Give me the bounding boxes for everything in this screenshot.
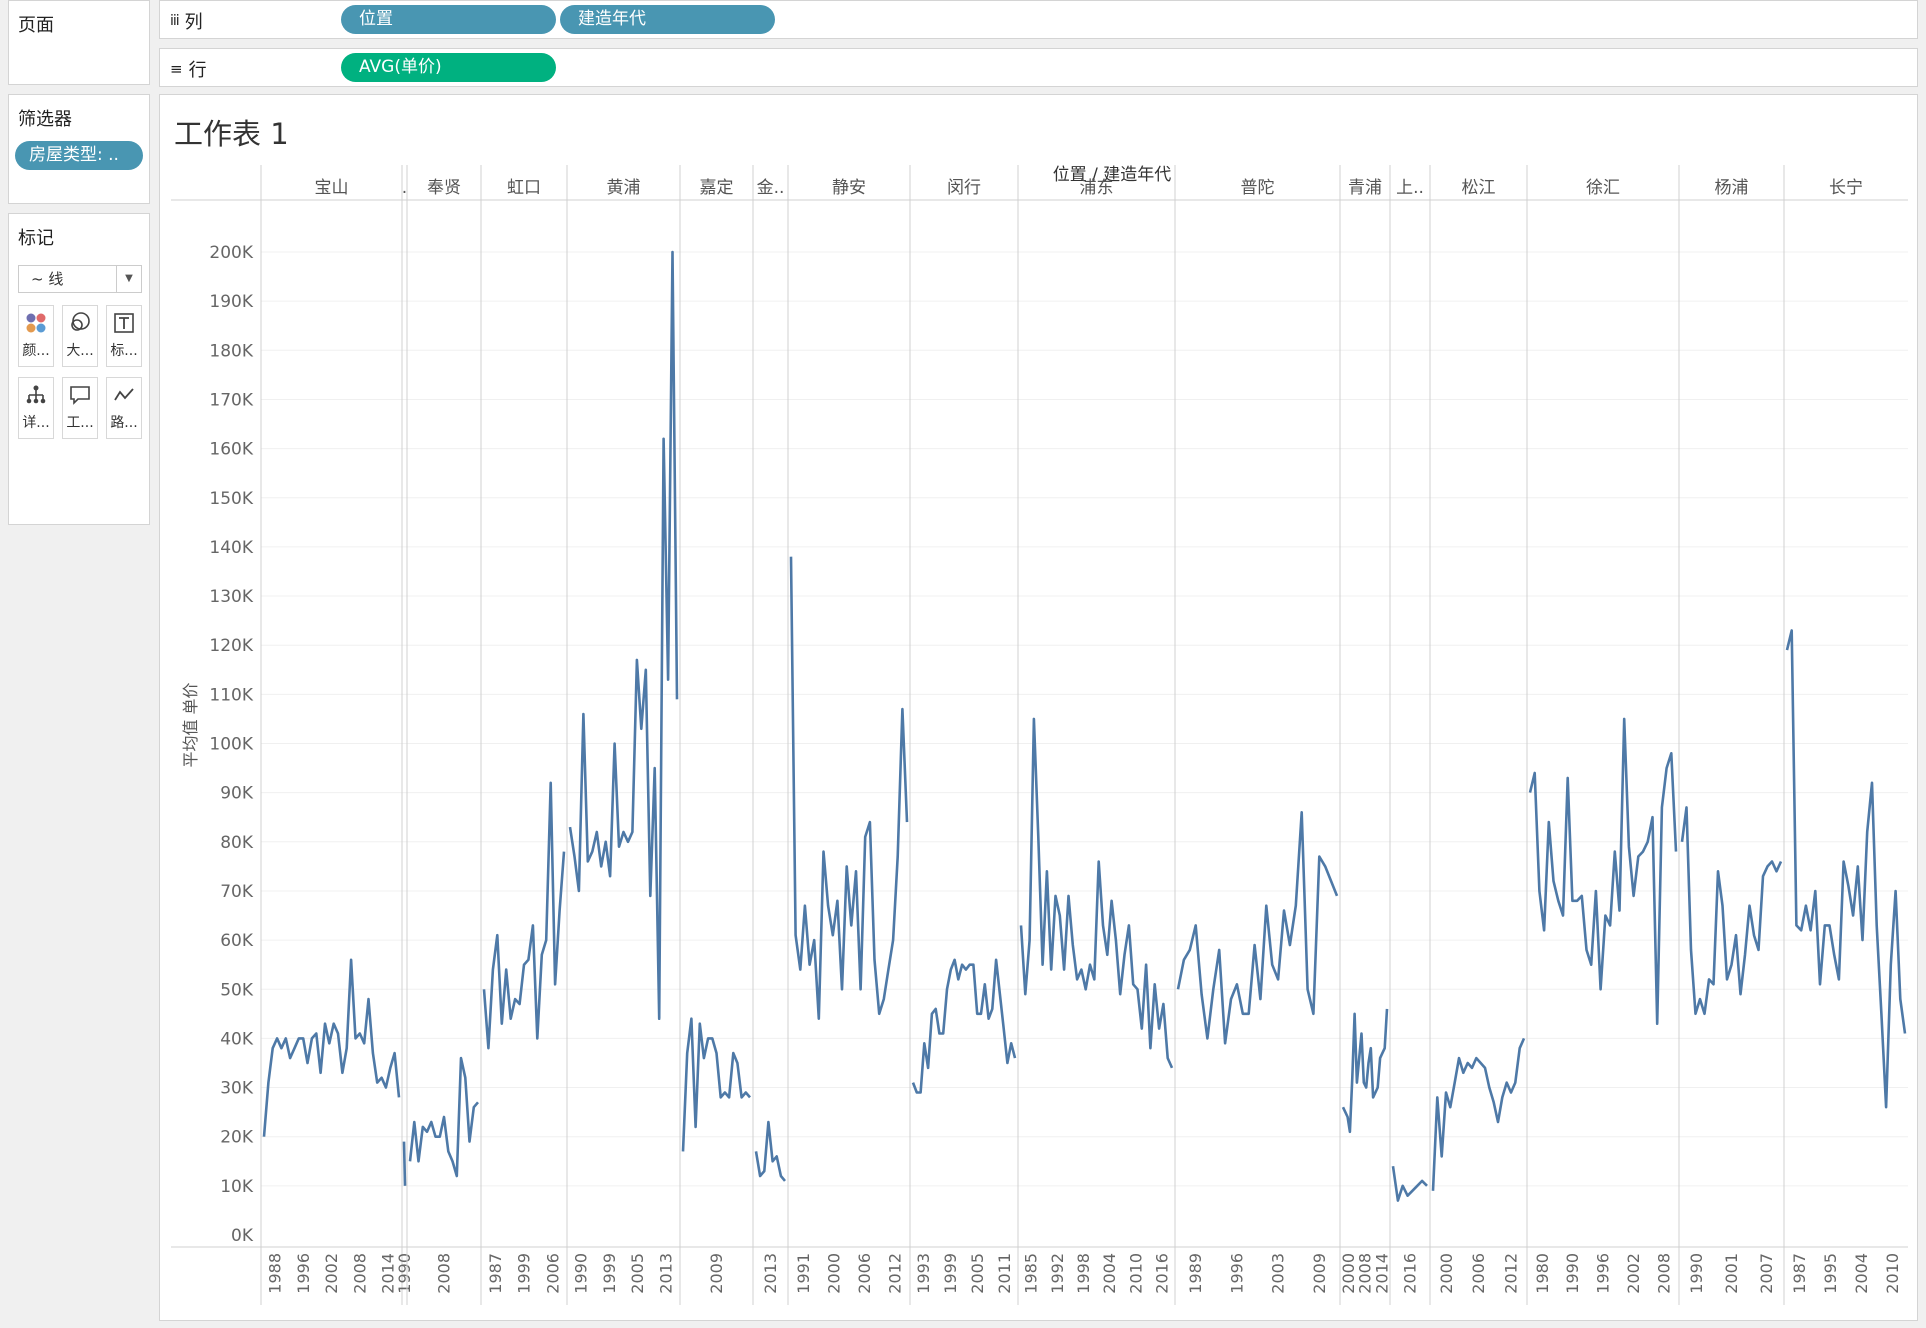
rows-icon: ≡ — [170, 60, 183, 78]
marks-title: 标记 — [18, 228, 54, 249]
mark-type-label: 线 — [48, 270, 64, 288]
detail-button[interactable]: 详... — [18, 377, 54, 439]
label-button-label: 标... — [110, 343, 138, 359]
line-mark-icon: ~ — [31, 270, 44, 288]
rows-shelf-text: 行 — [188, 60, 207, 81]
color-button-label: 颜... — [22, 343, 50, 359]
rows-shelf[interactable]: ≡ 行 AVG(单价) — [159, 48, 1918, 87]
column-pill-location[interactable]: 位置 — [341, 5, 556, 34]
worksheet-view: 工作表 1 — [159, 94, 1918, 1321]
column-pill-build-year[interactable]: 建造年代 — [560, 5, 775, 34]
columns-icon: iii — [170, 13, 180, 29]
path-button-label: 路... — [110, 415, 138, 431]
marks-panel: 标记 ~ 线 ▼ 颜... 大... 标... 详... 工... 路... — [8, 213, 150, 525]
mark-type-dropdown[interactable]: ~ 线 ▼ — [18, 265, 142, 293]
worksheet-title: 工作表 1 — [174, 117, 289, 151]
columns-shelf-label: iii 列 — [170, 8, 203, 34]
color-button[interactable]: 颜... — [18, 305, 54, 367]
path-button[interactable]: 路... — [106, 377, 142, 439]
filter-pill-house-type[interactable]: 房屋类型: .. — [15, 141, 143, 170]
path-icon — [114, 388, 134, 401]
size-button[interactable]: 大... — [62, 305, 98, 367]
text-icon — [114, 313, 134, 333]
tooltip-button[interactable]: 工... — [62, 377, 98, 439]
row-pill-avg-price[interactable]: AVG(单价) — [341, 53, 556, 82]
size-icon — [71, 312, 90, 331]
size-button-label: 大... — [66, 343, 94, 359]
filters-panel[interactable]: 筛选器 房屋类型: .. — [8, 94, 150, 204]
rows-shelf-label: ≡ 行 — [170, 56, 207, 82]
tooltip-button-label: 工... — [66, 415, 94, 431]
color-icon — [26, 313, 46, 333]
label-button[interactable]: 标... — [106, 305, 142, 367]
detail-button-label: 详... — [22, 415, 50, 431]
detail-icon — [26, 385, 46, 404]
pages-panel[interactable]: 页面 — [8, 0, 150, 85]
pages-title: 页面 — [18, 15, 54, 36]
filters-title: 筛选器 — [18, 109, 72, 130]
tooltip-icon — [70, 386, 90, 405]
columns-shelf[interactable]: iii 列 位置 建造年代 — [159, 0, 1918, 39]
chevron-down-icon: ▼ — [116, 266, 141, 292]
columns-shelf-text: 列 — [184, 12, 203, 33]
